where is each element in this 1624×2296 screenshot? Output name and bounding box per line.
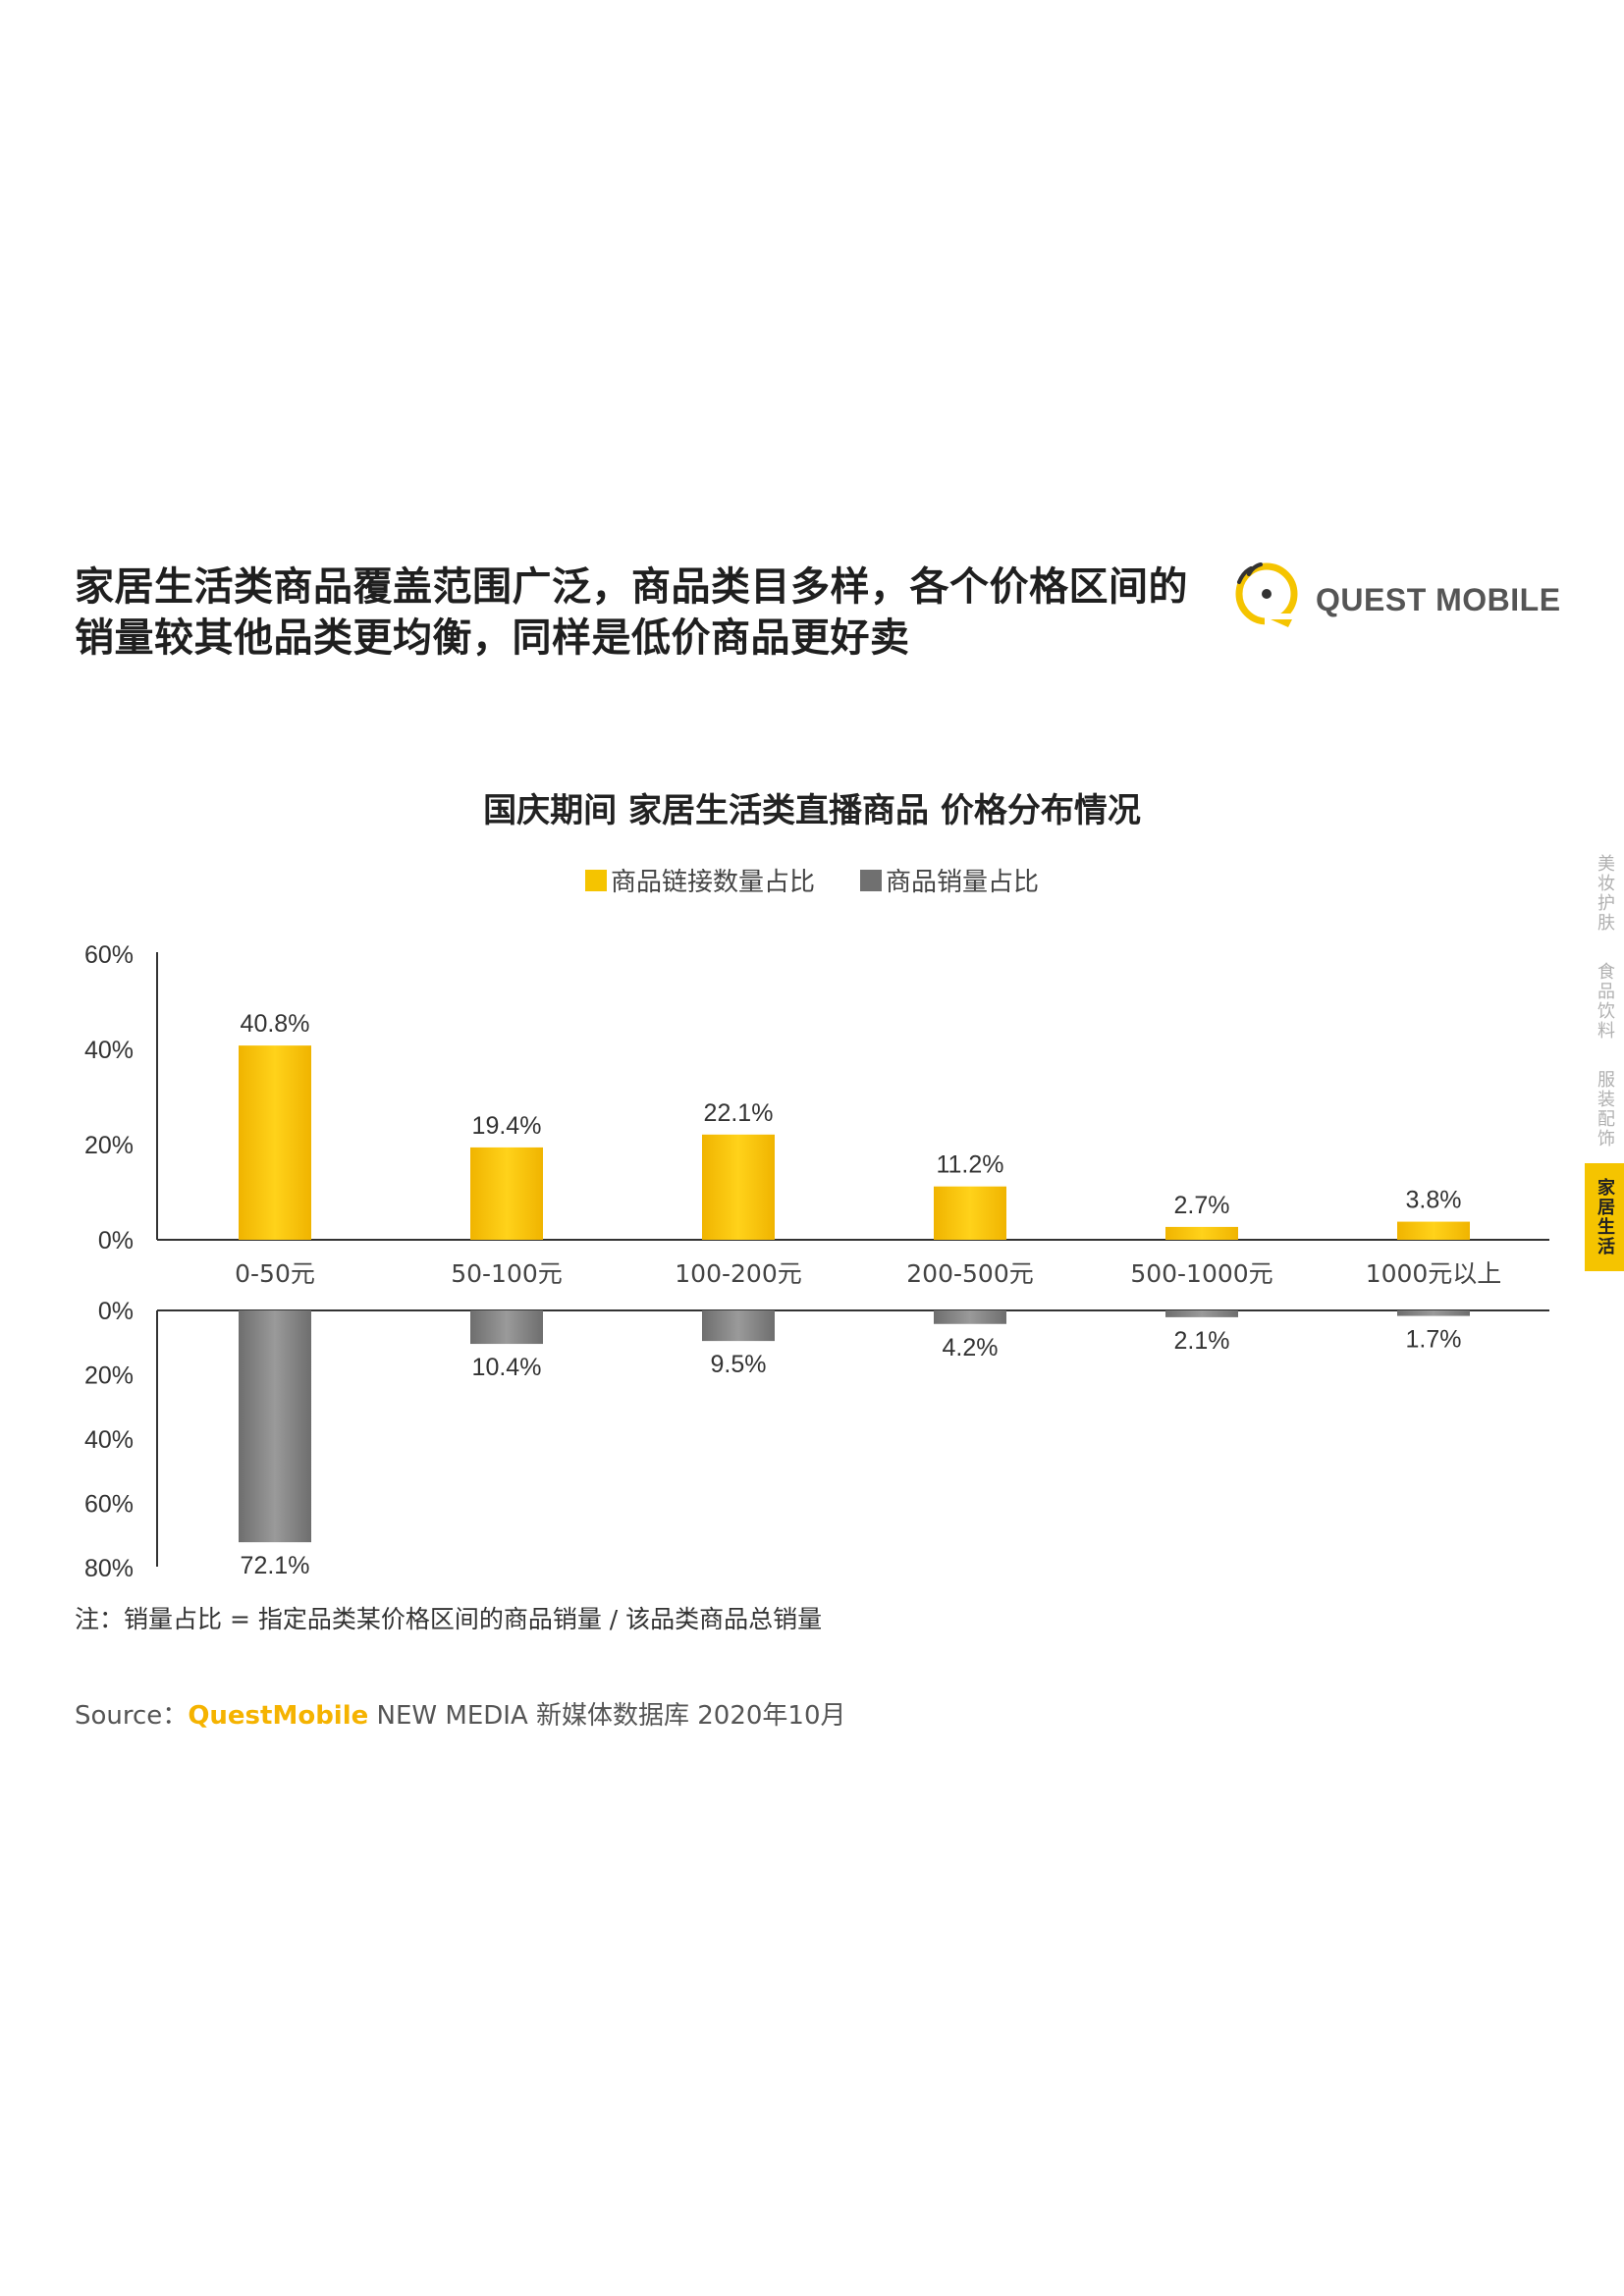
bar-link-share — [702, 1134, 775, 1240]
legend-item-links: 商品链接数量占比 — [584, 862, 815, 898]
upper-y-tick-label: 0% — [98, 1227, 134, 1255]
bar-sales-share-label: 10.4% — [472, 1354, 542, 1381]
lower-y-tick-label: 80% — [84, 1555, 134, 1582]
headline-line-1: 家居生活类商品覆盖范围广泛，商品类目多样，各个价格区间的 — [75, 564, 1188, 610]
bar-sales-share-label: 4.2% — [943, 1334, 999, 1362]
bar-sales-share — [702, 1310, 775, 1342]
legend-swatch-yellow — [584, 869, 607, 891]
legend-swatch-gray — [860, 869, 882, 891]
legend-item-sales: 商品销量占比 — [860, 862, 1039, 898]
lower-y-tick-label: 0% — [98, 1298, 134, 1325]
bar-link-share — [239, 1045, 311, 1240]
questmobile-logo-icon — [1235, 562, 1298, 627]
category-side-tabs: 美妆护肤 食品饮料 服装配饰 家居生活 — [1585, 839, 1624, 1271]
logo-text: QUEST MOBILE — [1316, 582, 1561, 617]
x-category-label: 0-50元 — [235, 1259, 315, 1288]
bar-sales-share-label: 1.7% — [1406, 1326, 1462, 1354]
bar-link-share-label: 22.1% — [704, 1099, 774, 1127]
bar-sales-share-label: 9.5% — [711, 1351, 767, 1378]
source-line: Source：QuestMobile NEW MEDIA 新媒体数据库 2020… — [75, 1695, 846, 1732]
legend-label-links: 商品链接数量占比 — [610, 868, 815, 897]
bar-link-share-label: 2.7% — [1174, 1192, 1230, 1219]
x-category-label: 500-1000元 — [1130, 1259, 1272, 1288]
footnote: 注：销量占比 = 指定品类某价格区间的商品销量 / 该品类商品总销量 — [75, 1605, 823, 1633]
bar-link-share — [470, 1147, 543, 1240]
bar-sales-share-label: 2.1% — [1174, 1327, 1230, 1355]
chart-legend: 商品链接数量占比 商品销量占比 — [0, 862, 1624, 898]
bar-sales-share — [239, 1310, 311, 1543]
questmobile-logo: QUEST MOBILE — [1227, 555, 1561, 633]
lower-y-tick-label: 40% — [84, 1426, 134, 1454]
side-tab-apparel[interactable]: 服装配饰 — [1595, 1070, 1615, 1148]
bar-link-share — [934, 1186, 1006, 1240]
bar-link-share-label: 3.8% — [1406, 1187, 1462, 1214]
bar-link-share-label: 40.8% — [241, 1010, 310, 1038]
side-tab-food[interactable]: 食品饮料 — [1595, 962, 1615, 1041]
side-tab-beauty[interactable]: 美妆护肤 — [1595, 854, 1615, 933]
bar-sales-share — [1165, 1310, 1238, 1317]
headline-line-2: 销量较其他品类更均衡，同样是低价商品更好卖 — [75, 615, 910, 661]
source-rest: NEW MEDIA 新媒体数据库 2020年10月 — [368, 1701, 846, 1731]
bar-link-share — [1397, 1221, 1470, 1240]
chart-title: 国庆期间 家居生活类直播商品 价格分布情况 — [483, 791, 1141, 830]
side-tab-home-living[interactable]: 家居生活 — [1585, 1163, 1624, 1271]
source-prefix: Source： — [75, 1701, 189, 1731]
lower-y-tick-label: 20% — [84, 1362, 134, 1390]
headline: 家居生活类商品覆盖范围广泛，商品类目多样，各个价格区间的 销量较其他品类更均衡，… — [75, 561, 1214, 664]
lower-y-tick-label: 60% — [84, 1491, 134, 1519]
source-brand: QuestMobile — [188, 1701, 369, 1731]
upper-y-tick-label: 60% — [84, 941, 134, 969]
x-category-label: 50-100元 — [451, 1259, 563, 1288]
bar-link-share — [1165, 1226, 1238, 1240]
bar-link-share-label: 19.4% — [472, 1112, 542, 1140]
x-category-label: 100-200元 — [675, 1259, 801, 1288]
x-category-label: 1000元以上 — [1366, 1259, 1502, 1288]
bar-sales-share-label: 72.1% — [241, 1552, 310, 1579]
x-category-label: 200-500元 — [906, 1259, 1033, 1288]
bar-sales-share — [1397, 1310, 1470, 1316]
bar-sales-share — [470, 1310, 543, 1345]
price-distribution-chart: 0% 20% 40% 60% 0% 20% 40% 60% 80% 0-50元 50-100元 100… — [84, 941, 1549, 1582]
bar-sales-share — [934, 1310, 1006, 1324]
legend-label-sales: 商品销量占比 — [886, 868, 1040, 897]
upper-y-tick-label: 40% — [84, 1037, 134, 1064]
bar-link-share-label: 11.2% — [936, 1151, 1003, 1179]
upper-y-tick-label: 20% — [84, 1132, 134, 1159]
